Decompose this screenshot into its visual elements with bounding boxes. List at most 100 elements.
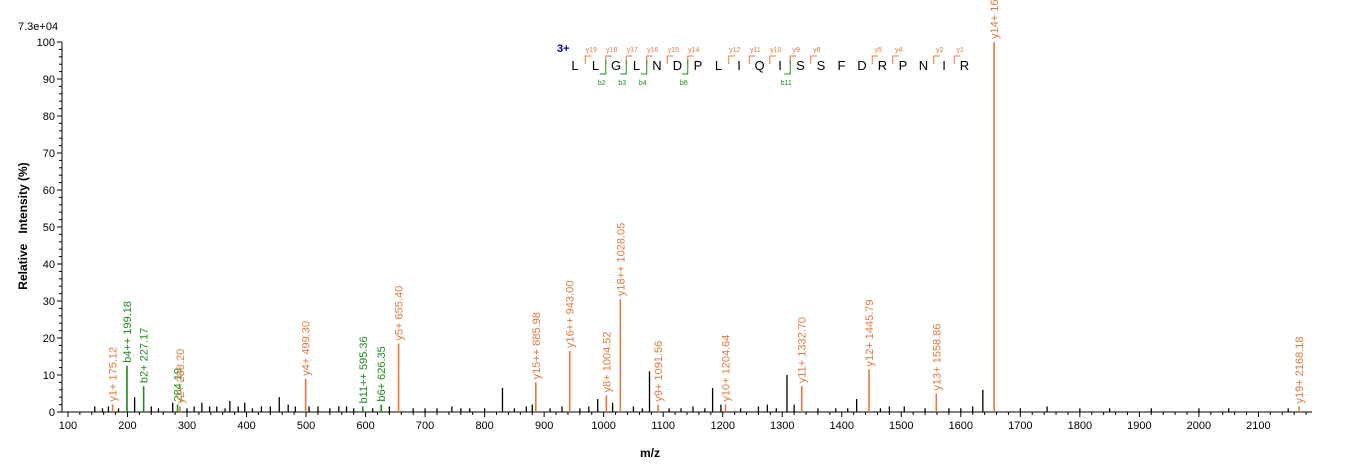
- axes: 100 200 300 400 500 600 700 800 900 1000 1100 1200 1…: [37, 37, 1312, 432]
- residue: F: [838, 58, 846, 73]
- b-fragment-mark: [640, 60, 648, 75]
- residue: N: [652, 58, 661, 73]
- x-tick-label: 1400: [830, 420, 854, 432]
- y-fragment-label: y19: [586, 47, 597, 54]
- y-fragment-mark: [892, 55, 899, 64]
- residue: L: [715, 58, 722, 73]
- y-tick-label: 30: [43, 296, 55, 308]
- x-tick-label: 600: [356, 420, 374, 432]
- residue: P: [694, 58, 703, 73]
- x-tick-label: 300: [178, 420, 196, 432]
- y-fragment-label: y18: [606, 47, 617, 54]
- x-tick-label: 800: [475, 420, 493, 432]
- x-tick-label: 1600: [949, 420, 973, 432]
- x-tick-label: 100: [59, 420, 77, 432]
- x-tick-label: 500: [297, 420, 315, 432]
- y-fragment-label: y14: [688, 47, 699, 54]
- y-fragment-label: y10: [770, 47, 781, 54]
- x-tick-label: 1700: [1008, 420, 1032, 432]
- y-fragment-mark: [953, 55, 961, 64]
- y-fragment-mark: [666, 55, 674, 64]
- peak-label: y12+ 1445.79: [864, 299, 876, 366]
- x-tick-label: 2000: [1187, 420, 1211, 432]
- b-fragment-label: b11: [781, 80, 792, 87]
- x-tick-label: 1000: [591, 420, 615, 432]
- y-fragment-label: y5: [875, 47, 883, 54]
- peak-label: y15++ 885.98: [531, 312, 543, 379]
- residue: S: [796, 58, 805, 73]
- y-fragment-label: y9: [793, 47, 801, 54]
- x-tick-label: 400: [237, 420, 255, 432]
- peak-label: y9+ 1091.56: [653, 341, 665, 402]
- residue: D: [673, 58, 682, 73]
- peak-label: y8+ 1004.52: [601, 331, 613, 392]
- x-tick-label: 200: [118, 420, 136, 432]
- b-fragment-label: b2: [598, 80, 606, 87]
- x-tick-label: 1500: [889, 420, 913, 432]
- x-tick-label: 1900: [1127, 420, 1151, 432]
- scale-label: 7.3e+04: [18, 21, 58, 33]
- b-fragment-mark: [599, 60, 607, 75]
- b-fragment-label: b6: [680, 80, 688, 87]
- residue: R: [878, 58, 887, 73]
- peak-label: b11++ 595.36: [358, 336, 370, 403]
- x-tick-label: 1800: [1068, 420, 1092, 432]
- peak-label: y14+ 1655.92: [989, 0, 1001, 39]
- residue: G: [611, 58, 621, 73]
- y-tick-label: 20: [43, 333, 55, 345]
- y-fragment-label: y15: [668, 47, 679, 54]
- residue: R: [960, 58, 969, 73]
- peak-label: y10+ 1204.64: [720, 335, 732, 402]
- peak-label: y13+ 1558.86: [931, 324, 943, 391]
- y-tick-label: 0: [49, 407, 55, 419]
- y-fragment-label: y2: [936, 47, 944, 54]
- y-fragment-mark: [584, 55, 592, 64]
- x-tick-label: 1200: [710, 420, 734, 432]
- y-tick-label: 40: [43, 259, 55, 271]
- b-fragment-label: b4: [639, 80, 647, 87]
- y-fragment-label: y17: [627, 47, 638, 54]
- peak-label: y4+ 499.30: [301, 321, 313, 376]
- peak-label: b2+ 227.17: [139, 328, 151, 383]
- y-fragment-mark: [810, 55, 817, 64]
- y-fragment-mark: [728, 55, 735, 64]
- peak-label: y19+ 2168.18: [1294, 336, 1306, 403]
- y-fragment-mark: [871, 55, 879, 64]
- y-fragment-mark: [769, 55, 776, 64]
- y-fragment-label: y4: [895, 47, 903, 54]
- y-tick-label: 90: [43, 74, 55, 86]
- y-fragment-label: y8: [813, 47, 821, 54]
- y-fragment-label: y11: [750, 47, 761, 54]
- charge-label: 3+: [557, 43, 570, 55]
- residue: L: [571, 58, 578, 73]
- residue: N: [919, 58, 928, 73]
- x-axis-title: m/z: [640, 446, 660, 460]
- peak-label: y16++ 943.00: [565, 281, 577, 348]
- residue: I: [737, 58, 741, 73]
- peak-label: y2+ 288.20: [175, 349, 187, 404]
- residue: L: [633, 58, 640, 73]
- residue: D: [857, 58, 866, 73]
- peak-label: y5+ 655.40: [394, 286, 406, 341]
- residue: I: [778, 58, 782, 73]
- y-fragment-mark: [748, 55, 756, 64]
- x-tick-label: 1300: [770, 420, 794, 432]
- peak-label: y11+ 1332.70: [797, 317, 809, 383]
- residue: S: [817, 58, 826, 73]
- x-tick-label: 700: [416, 420, 434, 432]
- y-axis-title: Relative Intensity (%): [16, 162, 30, 289]
- residue: L: [592, 58, 599, 73]
- y-tick-label: 80: [43, 111, 55, 123]
- y-fragment-label: y1: [957, 47, 965, 54]
- y-tick-label: 60: [43, 185, 55, 197]
- unassigned-peaks: [94, 371, 1289, 412]
- b-fragment-label: b3: [618, 80, 626, 87]
- y-tick-label: 10: [43, 370, 55, 382]
- residue: Q: [754, 58, 764, 73]
- b-fragment-mark: [681, 60, 689, 75]
- b-fragment-mark: [784, 60, 791, 75]
- residue: P: [899, 58, 908, 73]
